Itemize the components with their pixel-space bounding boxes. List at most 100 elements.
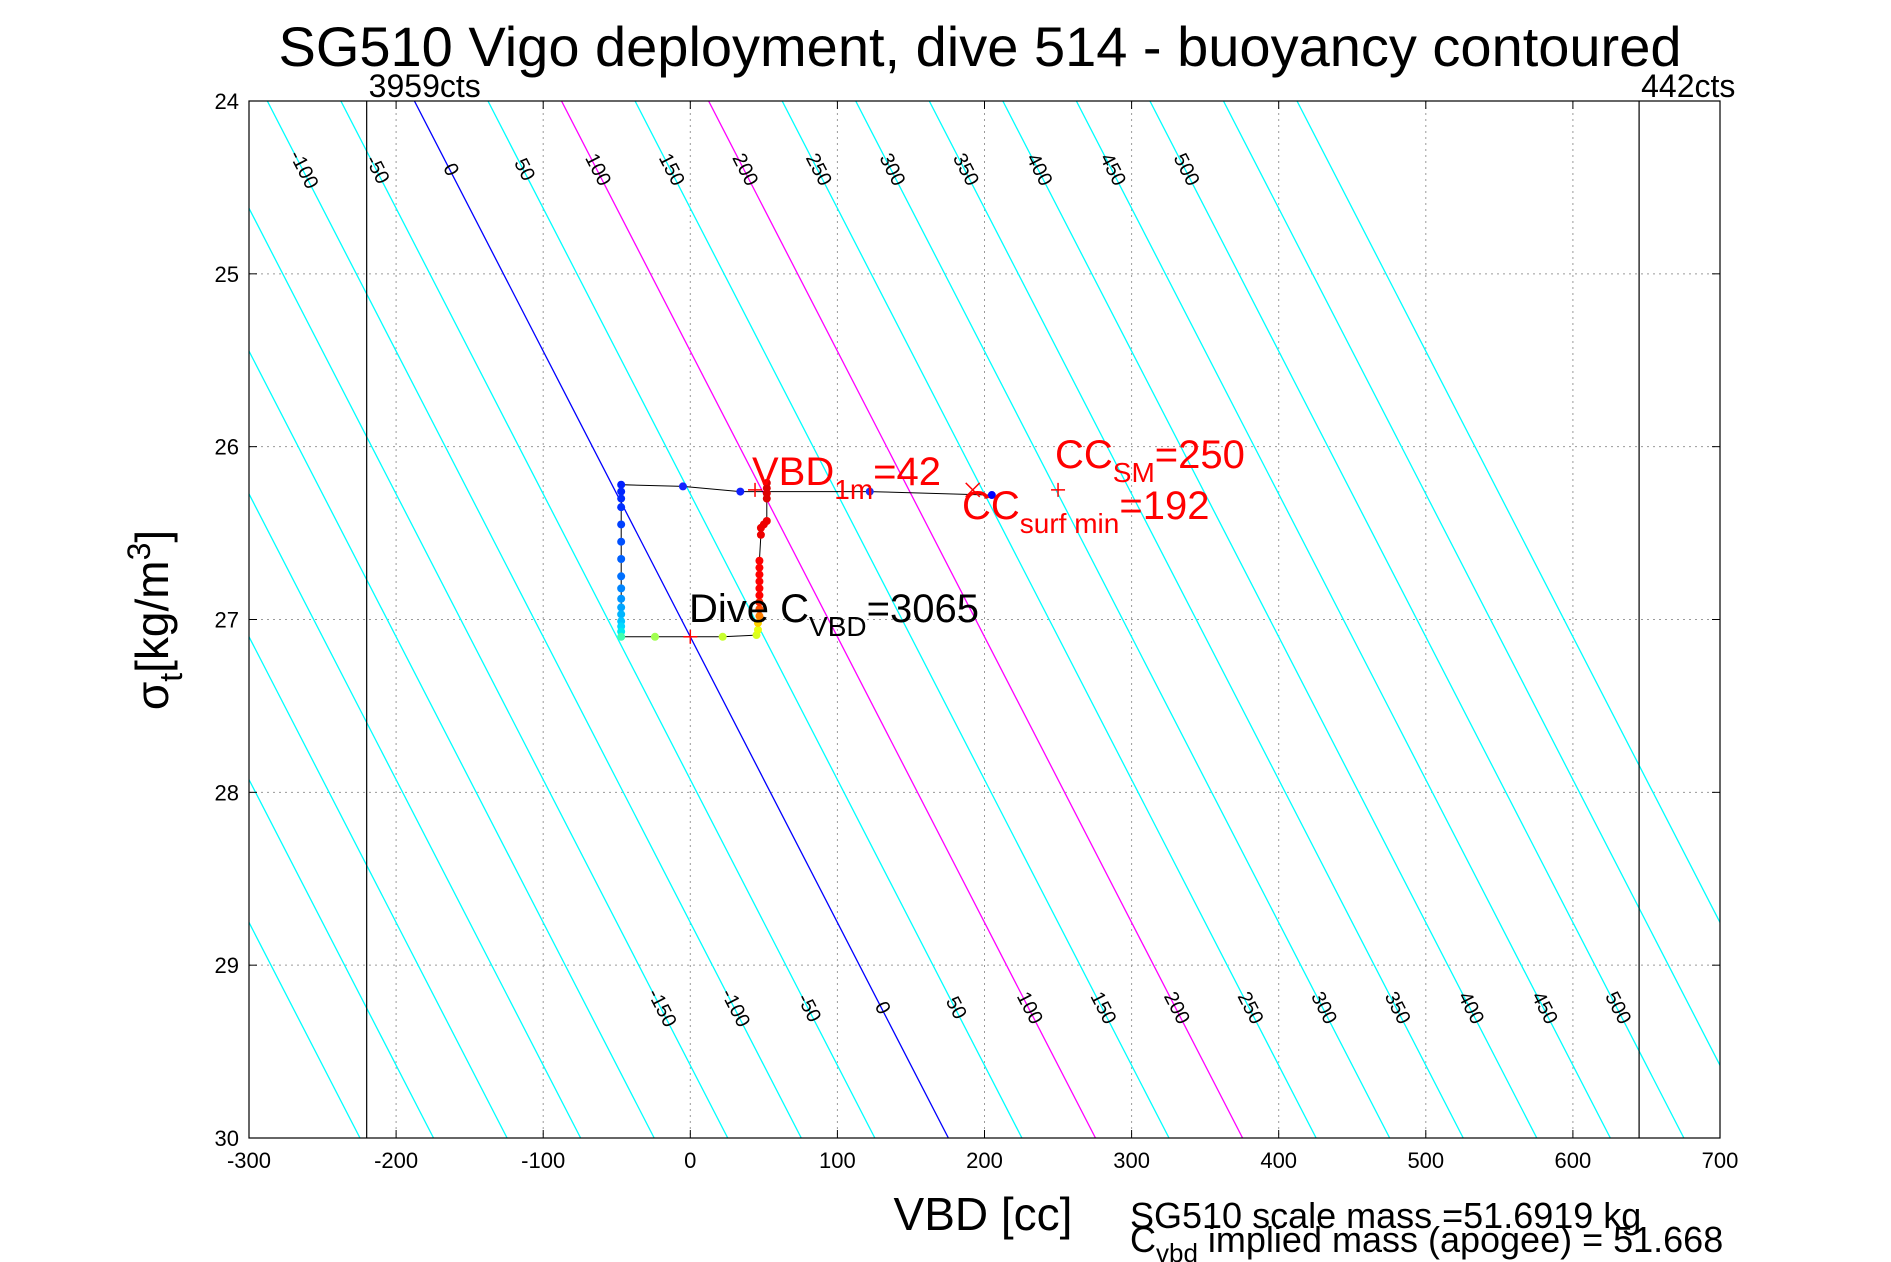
profile-point bbox=[865, 487, 874, 496]
y-label-close: ] bbox=[126, 530, 178, 543]
footer-cvbd-sub: vbd bbox=[1156, 1238, 1198, 1262]
contour-line bbox=[634, 101, 1170, 1138]
profile-point bbox=[755, 605, 764, 614]
profile-point bbox=[987, 491, 996, 500]
y-tick-label: 26 bbox=[215, 435, 239, 460]
reference-markers bbox=[683, 482, 1066, 644]
profile-point bbox=[753, 618, 762, 627]
y-tick-label: 27 bbox=[215, 608, 239, 633]
x-tick-label: 300 bbox=[1113, 1148, 1150, 1173]
contour-line bbox=[249, 492, 582, 1138]
profile-point bbox=[678, 482, 687, 491]
x-tick-label: 700 bbox=[1702, 1148, 1739, 1173]
x-tick-label: 0 bbox=[684, 1148, 696, 1173]
profile-point bbox=[617, 632, 626, 641]
buoyancy-contours bbox=[249, 101, 1720, 1138]
footer-cvbd-tail: implied mass (apogee) = 51.668 bbox=[1198, 1219, 1723, 1260]
count-limit-lines: 3959cts 442cts bbox=[366, 68, 1735, 1138]
chart-title: SG510 Vigo deployment, dive 514 - buoyan… bbox=[278, 15, 1681, 78]
footer-cvbd-main: C bbox=[1130, 1219, 1156, 1260]
profile-point bbox=[617, 584, 626, 593]
profile-point bbox=[755, 563, 764, 572]
footer-implied-mass: Cvbd implied mass (apogee) = 51.668 bbox=[1130, 1219, 1723, 1262]
profile-point bbox=[617, 594, 626, 603]
x-tick-label: 600 bbox=[1555, 1148, 1592, 1173]
x-tick-label: 100 bbox=[819, 1148, 856, 1173]
svg-text:σt[kg/m3]: σt[kg/m3] bbox=[121, 530, 189, 710]
annotation-cc-surf-min: CCsurf min=192 bbox=[962, 484, 1209, 539]
x-tick-label: 200 bbox=[966, 1148, 1003, 1173]
contour-line bbox=[781, 101, 1317, 1138]
profile-point bbox=[755, 612, 764, 621]
profile-point bbox=[755, 556, 764, 565]
profile-point bbox=[617, 487, 626, 496]
cc-sm-main: CC bbox=[1055, 433, 1113, 477]
cc-sm-value: =250 bbox=[1155, 433, 1245, 477]
y-tick-label: 28 bbox=[215, 780, 239, 805]
marker-stroke bbox=[965, 482, 981, 498]
profile-point bbox=[762, 516, 771, 525]
y-tick-label: 24 bbox=[215, 89, 239, 114]
contour-line bbox=[413, 101, 949, 1138]
profile-point bbox=[617, 610, 626, 619]
cross-marker bbox=[965, 482, 981, 498]
count-limit-label: 442cts bbox=[1641, 68, 1735, 104]
profile-point bbox=[756, 530, 765, 539]
contour-line bbox=[266, 101, 802, 1138]
x-tick-label: 400 bbox=[1260, 1148, 1297, 1173]
profile-point bbox=[617, 520, 626, 529]
contour-line bbox=[249, 206, 729, 1138]
svg-text:Dive CVBD=3065: Dive CVBD=3065 bbox=[689, 587, 979, 642]
profile-point bbox=[617, 494, 626, 503]
contour-line bbox=[1075, 101, 1611, 1138]
contour-line bbox=[1149, 101, 1685, 1138]
y-label-unit: [kg/m bbox=[126, 560, 178, 672]
contour-line bbox=[560, 101, 1097, 1138]
contour-line bbox=[249, 778, 435, 1138]
y-label-main: σ bbox=[126, 682, 178, 710]
y-tick-label: 30 bbox=[215, 1126, 239, 1151]
dive-cvbd-sub: VBD bbox=[809, 611, 867, 642]
plus-marker bbox=[1051, 482, 1066, 497]
contour-line bbox=[340, 101, 876, 1138]
annotation-vbd-1m: VBD1m=42 bbox=[752, 450, 941, 505]
dive-cvbd-value: =3065 bbox=[867, 587, 979, 631]
annotation-dive-cvbd: Dive CVBD=3065 bbox=[689, 587, 979, 642]
x-tick-label: -200 bbox=[374, 1148, 418, 1173]
profile-point bbox=[755, 584, 764, 593]
profile-point bbox=[755, 570, 764, 579]
y-tick-label: 29 bbox=[215, 953, 239, 978]
contour-line bbox=[1002, 101, 1538, 1138]
contour-line bbox=[487, 101, 1023, 1138]
x-axis-label: VBD [cc] bbox=[894, 1188, 1073, 1240]
plus-marker bbox=[748, 482, 763, 497]
profile-point bbox=[755, 577, 764, 586]
contour-line bbox=[249, 349, 655, 1138]
y-axis-ticks: 24 25 26 27 28 29 30 bbox=[215, 89, 1720, 1151]
cc-sm-sub: SM bbox=[1113, 457, 1155, 488]
footer-scale-mass: SG510 scale mass =51.6919 kg bbox=[1130, 1195, 1641, 1236]
profile-point bbox=[617, 537, 626, 546]
vbd-1m-sub: 1m bbox=[834, 474, 873, 505]
profile-point bbox=[617, 603, 626, 612]
profile-point bbox=[755, 598, 764, 607]
x-tick-label: -100 bbox=[521, 1148, 565, 1173]
cc-surf-min-value: =192 bbox=[1119, 484, 1209, 528]
plus-marker bbox=[683, 629, 698, 644]
dive-cvbd-main: Dive C bbox=[689, 587, 809, 631]
profile-point bbox=[753, 625, 762, 634]
svg-text:CCsurf min=192: CCsurf min=192 bbox=[962, 484, 1209, 539]
profile-point bbox=[755, 591, 764, 600]
profile-point bbox=[617, 572, 626, 581]
profile-point bbox=[617, 480, 626, 489]
x-tick-label: 500 bbox=[1407, 1148, 1444, 1173]
profile-point bbox=[718, 632, 727, 641]
svg-text:VBD1m=42: VBD1m=42 bbox=[752, 450, 941, 505]
profile-point bbox=[736, 487, 745, 496]
contour-line bbox=[249, 921, 361, 1138]
x-tick-label: -300 bbox=[227, 1148, 271, 1173]
profile-point bbox=[762, 478, 771, 487]
profile-point bbox=[617, 503, 626, 512]
vbd-1m-value: =42 bbox=[873, 450, 941, 494]
